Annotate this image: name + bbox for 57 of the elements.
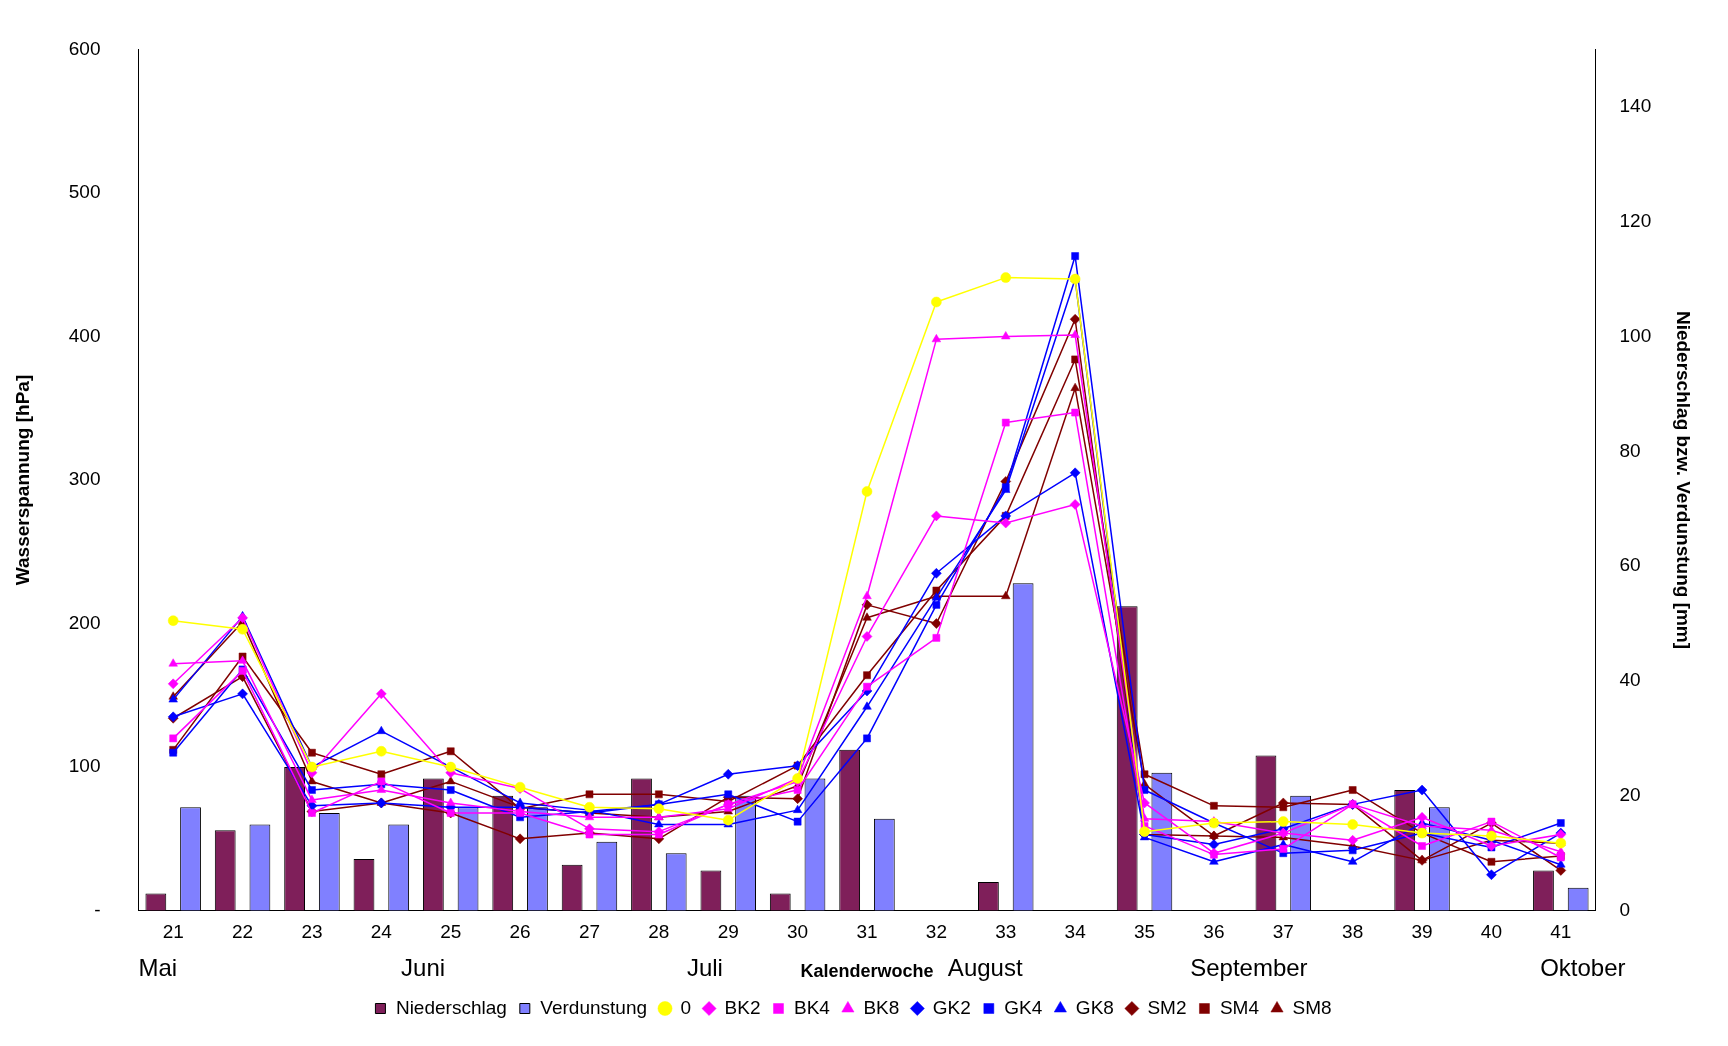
legend-label: GK8: [1075, 996, 1114, 1018]
x-tick-label: 41: [1550, 921, 1572, 943]
x-tick-label: 29: [717, 921, 739, 943]
text: August: [947, 953, 1023, 981]
text: Oktober: [1540, 953, 1626, 981]
y-tick-label: 400: [68, 324, 101, 346]
y-tick-label: 500: [68, 181, 101, 203]
y2-tick-label: 80: [1619, 439, 1641, 461]
x-tick-label: 38: [1342, 921, 1364, 943]
y2-tick-label: 40: [1619, 669, 1641, 691]
legend-label: BK8: [863, 996, 900, 1018]
y2-tick-label: 100: [1619, 324, 1652, 346]
y-axis-title: Wasserspannung [hPa]: [11, 374, 33, 586]
x-tick-label: 35: [1133, 921, 1156, 943]
x-tick-label: 27: [578, 921, 601, 943]
legend-label: BK2: [724, 996, 761, 1018]
x-tick-label: 30: [787, 921, 809, 943]
y2-axis-title: Niederschlag bzw. Verdunstung [mm]: [1673, 310, 1695, 650]
x-tick-label: 40: [1480, 921, 1502, 943]
x-tick-label: 22: [232, 921, 254, 943]
legend-label: SM8: [1292, 996, 1332, 1018]
y-tick-label: 100: [68, 755, 101, 777]
text: Juni: [401, 953, 446, 981]
text: Mai: [138, 953, 178, 981]
x-tick-label: 31: [856, 921, 878, 943]
y-tick-label: 300: [68, 468, 101, 490]
y-tick-label: 200: [68, 611, 101, 633]
y-tick-label: 600: [68, 37, 101, 59]
x-tick-label: 26: [509, 921, 531, 943]
legend-label: GK2: [932, 996, 971, 1018]
x-tick-label: 34: [1064, 921, 1087, 943]
legend-label: BK4: [793, 996, 831, 1018]
y2-tick-label: 120: [1619, 209, 1652, 231]
y2-tick-label: 20: [1619, 784, 1641, 806]
legend-label: SM2: [1147, 996, 1187, 1018]
text: Juli: [686, 953, 723, 981]
x-tick-label: 36: [1203, 921, 1225, 943]
x-axis-title: Kalenderwoche: [800, 961, 934, 982]
y-tick-label: -: [94, 898, 101, 920]
x-tick-label: 37: [1272, 921, 1294, 943]
x-tick-label: 32: [925, 921, 947, 943]
legend-label: Niederschlag: [395, 996, 507, 1018]
legend-label: GK4: [1004, 996, 1043, 1018]
text: September: [1190, 953, 1308, 981]
y2-tick-label: 0: [1619, 898, 1631, 920]
x-tick-label: 39: [1411, 921, 1433, 943]
legend-label: Verdunstung: [540, 996, 648, 1018]
x-tick-label: 28: [648, 921, 670, 943]
y2-tick-label: 60: [1619, 554, 1641, 576]
x-tick-label: 21: [162, 921, 184, 943]
x-tick-label: 23: [301, 921, 323, 943]
legend-label: SM4: [1219, 996, 1260, 1018]
y2-tick-label: 140: [1619, 95, 1652, 117]
legend-label: 0: [680, 996, 692, 1018]
x-tick-label: 24: [370, 921, 393, 943]
x-tick-label: 25: [440, 921, 462, 943]
x-tick-label: 33: [995, 921, 1017, 943]
